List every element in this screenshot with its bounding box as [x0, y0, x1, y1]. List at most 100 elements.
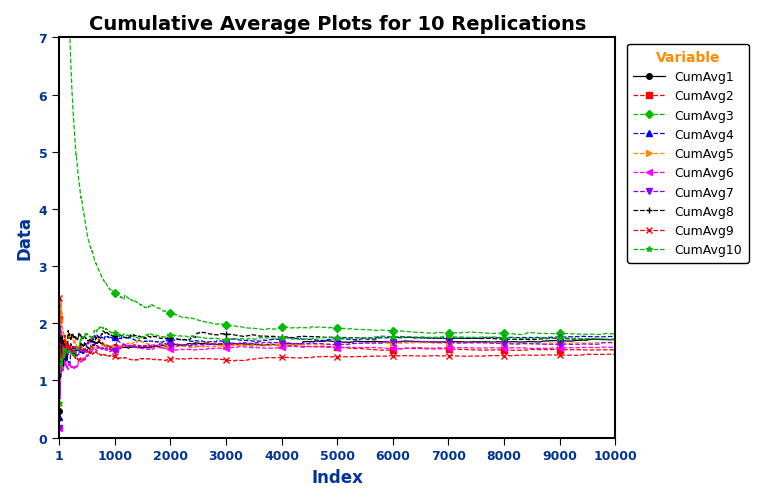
CumAvg4	[88, 341, 97, 347]
CumAvg1	[610, 337, 620, 343]
CumAvg5	[610, 340, 620, 346]
CumAvg6	[163, 346, 173, 352]
CumAvg9	[78, 345, 87, 351]
CumAvg6	[610, 345, 620, 351]
CumAvg9	[54, 296, 63, 302]
CumAvg1	[581, 338, 591, 344]
CumAvg7	[88, 340, 97, 346]
CumAvg2	[74, 358, 83, 364]
CumAvg7	[581, 341, 591, 347]
CumAvg3	[163, 309, 173, 315]
CumAvg8	[57, 349, 66, 355]
CumAvg1	[163, 342, 173, 348]
CumAvg7	[326, 342, 335, 348]
CumAvg6	[54, 425, 63, 431]
CumAvg9	[581, 352, 591, 358]
Line: CumAvg9: CumAvg9	[57, 296, 618, 365]
CumAvg5	[55, 257, 64, 263]
CumAvg6	[124, 342, 133, 348]
CumAvg3	[598, 332, 607, 338]
Y-axis label: Data: Data	[15, 216, 33, 260]
CumAvg2	[326, 344, 335, 350]
CumAvg10	[163, 333, 173, 339]
CumAvg8	[88, 338, 97, 344]
CumAvg5	[581, 341, 591, 347]
CumAvg10	[78, 336, 87, 342]
CumAvg7	[610, 340, 620, 346]
CumAvg3	[78, 200, 87, 206]
CumAvg2	[56, 294, 65, 300]
CumAvg9	[326, 354, 335, 360]
CumAvg10	[88, 335, 97, 341]
CumAvg8	[78, 335, 87, 341]
CumAvg7	[163, 342, 173, 348]
CumAvg6	[581, 345, 591, 351]
CumAvg2	[610, 347, 620, 353]
Line: CumAvg4: CumAvg4	[57, 332, 618, 421]
CumAvg2	[88, 334, 97, 340]
CumAvg3	[326, 325, 335, 331]
CumAvg5	[88, 344, 97, 350]
CumAvg6	[78, 359, 87, 365]
CumAvg4	[55, 415, 64, 421]
CumAvg4	[78, 350, 87, 356]
CumAvg9	[88, 351, 97, 357]
CumAvg8	[610, 337, 620, 343]
CumAvg10	[54, 313, 63, 319]
CumAvg1	[326, 339, 335, 345]
CumAvg7	[54, 425, 63, 431]
CumAvg7	[56, 323, 65, 329]
Line: CumAvg8: CumAvg8	[56, 327, 619, 426]
Line: CumAvg3: CumAvg3	[57, 0, 618, 338]
CumAvg8	[55, 419, 64, 425]
CumAvg5	[163, 343, 173, 349]
Line: CumAvg2: CumAvg2	[57, 294, 618, 364]
CumAvg3	[88, 249, 97, 255]
CumAvg2	[54, 317, 63, 323]
CumAvg4	[163, 337, 173, 343]
CumAvg9	[163, 357, 173, 363]
Line: CumAvg6: CumAvg6	[57, 342, 618, 435]
CumAvg5	[78, 347, 87, 353]
CumAvg2	[57, 348, 66, 354]
CumAvg1	[88, 344, 97, 350]
X-axis label: Index: Index	[311, 468, 363, 486]
CumAvg6	[88, 347, 97, 353]
CumAvg1	[55, 414, 64, 420]
CumAvg1	[78, 342, 87, 348]
CumAvg1	[54, 408, 63, 414]
CumAvg9	[57, 355, 66, 361]
CumAvg8	[63, 328, 73, 334]
CumAvg10	[326, 335, 335, 341]
CumAvg4	[57, 344, 66, 350]
CumAvg8	[54, 416, 63, 422]
CumAvg8	[326, 335, 335, 341]
CumAvg10	[610, 337, 620, 343]
CumAvg2	[78, 356, 87, 362]
CumAvg6	[57, 366, 66, 372]
Title: Cumulative Average Plots for 10 Replications: Cumulative Average Plots for 10 Replicat…	[89, 15, 586, 34]
CumAvg5	[54, 402, 63, 408]
CumAvg3	[610, 331, 620, 337]
CumAvg5	[326, 342, 335, 348]
CumAvg1	[57, 340, 66, 346]
CumAvg9	[610, 352, 620, 358]
CumAvg7	[78, 349, 87, 355]
CumAvg1	[57, 332, 66, 338]
CumAvg4	[326, 337, 335, 343]
CumAvg4	[610, 334, 620, 340]
CumAvg10	[57, 359, 66, 365]
CumAvg4	[92, 332, 101, 338]
CumAvg8	[581, 336, 591, 342]
Line: CumAvg1: CumAvg1	[57, 333, 618, 420]
Legend: CumAvg1, CumAvg2, CumAvg3, CumAvg4, CumAvg5, CumAvg6, CumAvg7, CumAvg8, CumAvg9,: CumAvg1, CumAvg2, CumAvg3, CumAvg4, CumA…	[627, 45, 749, 263]
CumAvg9	[55, 359, 64, 365]
CumAvg5	[57, 312, 66, 318]
CumAvg7	[57, 344, 66, 350]
Line: CumAvg10: CumAvg10	[57, 313, 618, 406]
CumAvg2	[581, 347, 591, 353]
CumAvg10	[581, 336, 591, 342]
CumAvg6	[54, 430, 63, 436]
CumAvg8	[163, 335, 173, 341]
Line: CumAvg5: CumAvg5	[57, 257, 618, 408]
